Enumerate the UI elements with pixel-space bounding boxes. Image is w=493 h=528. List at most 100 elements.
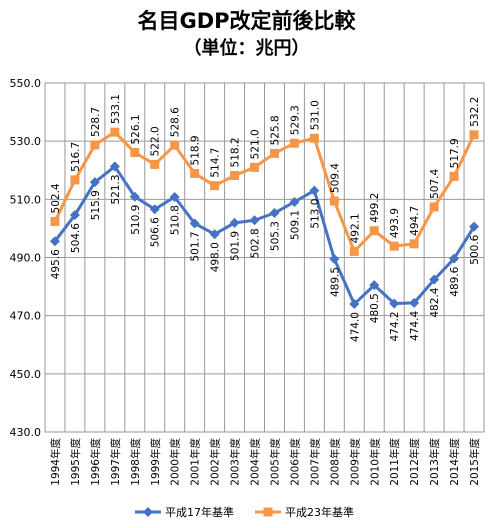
x-tick-label: 2008年度 (328, 438, 341, 486)
data-label: 500.6 (469, 234, 481, 264)
data-point (70, 175, 80, 185)
x-tick-label: 2014年度 (448, 438, 461, 486)
data-point (289, 196, 300, 207)
data-label: 517.9 (449, 138, 461, 168)
data-label: 522.0 (150, 126, 162, 156)
x-tick-label: 1994年度 (49, 438, 62, 486)
x-tick-label: 2002年度 (209, 438, 222, 486)
data-point (329, 253, 340, 264)
data-label: 498.0 (210, 242, 222, 272)
data-point (250, 162, 260, 172)
data-label: 510.8 (170, 205, 182, 235)
data-point (149, 204, 160, 215)
chart-subtitle: （単位：兆円） (183, 38, 310, 59)
x-tick-label: 1998年度 (129, 438, 142, 486)
data-label: 506.6 (150, 217, 162, 247)
data-label: 493.9 (389, 208, 401, 238)
x-tick-label: 2015年度 (468, 438, 481, 486)
data-label: 492.1 (349, 213, 361, 243)
data-point (69, 210, 80, 221)
data-label: 514.7 (210, 148, 222, 178)
data-point (369, 280, 380, 291)
x-tick-label: 1999年度 (149, 438, 162, 486)
legend-marker (263, 507, 273, 517)
data-point (349, 246, 359, 256)
y-tick-label: 550.0 (10, 77, 42, 90)
data-point (289, 138, 299, 148)
y-tick-label: 530.0 (10, 135, 42, 148)
data-label: 528.7 (90, 107, 102, 137)
y-tick-label: 450.0 (10, 368, 42, 381)
data-label: 529.3 (289, 105, 301, 135)
data-label: 502.4 (50, 183, 62, 213)
data-point (389, 298, 400, 309)
data-point (409, 297, 420, 308)
data-point (189, 218, 200, 229)
data-point (449, 253, 460, 264)
legend-marker (143, 507, 153, 517)
data-label: 521.3 (110, 174, 122, 204)
data-label: 521.0 (250, 129, 262, 159)
data-label: 501.9 (230, 231, 242, 261)
data-label: 532.2 (469, 97, 481, 127)
data-point (269, 148, 279, 158)
data-point (210, 181, 220, 191)
data-label: 510.9 (130, 205, 142, 235)
legend-label: 平成23年基準 (285, 505, 354, 519)
data-label: 526.1 (130, 114, 142, 144)
data-point (190, 168, 200, 178)
data-label: 525.8 (269, 115, 281, 145)
x-tick-label: 2011年度 (388, 438, 401, 486)
data-label: 501.7 (190, 231, 202, 261)
data-point (409, 239, 419, 249)
y-tick-label: 470.0 (10, 310, 42, 323)
data-point (230, 170, 240, 180)
data-point (449, 171, 459, 181)
data-label: 474.4 (409, 311, 421, 341)
data-point (469, 130, 479, 140)
data-point (170, 140, 180, 150)
data-label: 495.6 (50, 249, 62, 279)
data-point (169, 192, 180, 203)
data-label: 516.7 (70, 142, 82, 172)
legend-label: 平成17年基準 (165, 505, 234, 519)
data-label: 489.6 (449, 266, 461, 296)
x-tick-label: 2000年度 (169, 438, 182, 486)
x-tick-label: 1997年度 (109, 438, 122, 486)
data-point (349, 299, 360, 310)
x-tick-label: 2004年度 (249, 438, 262, 486)
y-tick-label: 490.0 (10, 252, 42, 265)
x-tick-label: 2006年度 (288, 438, 301, 486)
data-label: 505.3 (269, 221, 281, 251)
x-tick-label: 2007年度 (308, 438, 321, 486)
y-tick-label: 430.0 (10, 426, 42, 439)
data-point (150, 159, 160, 169)
data-label: 518.9 (190, 135, 202, 165)
data-label: 504.6 (70, 223, 82, 253)
data-point (389, 241, 399, 251)
data-point (369, 226, 379, 236)
data-label: 474.0 (349, 312, 361, 342)
data-point (429, 202, 439, 212)
data-label: 513.0 (309, 199, 321, 229)
data-point (429, 274, 440, 285)
series-line (53, 130, 476, 253)
data-label: 528.6 (170, 107, 182, 137)
chart-title: 名目GDP改定前後比較 (137, 9, 356, 33)
data-point (130, 148, 140, 158)
data-point (229, 217, 240, 228)
data-point (129, 191, 140, 202)
data-label: 507.4 (429, 169, 441, 199)
x-tick-label: 2009年度 (348, 438, 361, 486)
data-label: 531.0 (309, 100, 321, 130)
x-tick-label: 1996年度 (89, 438, 102, 486)
data-point (109, 161, 120, 172)
data-point (329, 196, 339, 206)
data-point (50, 216, 60, 226)
data-point (209, 229, 220, 240)
data-label: 509.4 (329, 163, 341, 193)
data-label: 474.2 (389, 311, 401, 341)
data-point (89, 177, 100, 188)
